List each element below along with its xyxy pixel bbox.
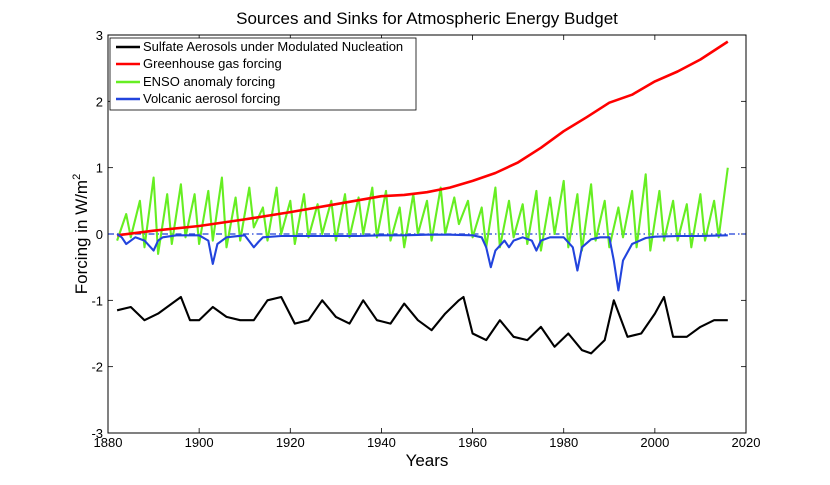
plot-frame [107, 34, 747, 434]
legend-label-ghg: Greenhouse gas forcing [143, 56, 282, 71]
x-tick-label: 1980 [549, 435, 578, 450]
enso-anomaly-series [116, 167, 729, 255]
y-tick-label: -2 [91, 360, 103, 375]
x-tick-label: 1960 [458, 435, 487, 450]
y-tick-label: 1 [96, 161, 103, 176]
chart-title: Sources and Sinks for Atmospheric Energy… [236, 9, 618, 28]
x-tick-label: 2020 [732, 435, 761, 450]
y-tick-label: 3 [96, 28, 103, 43]
greenhouse-gas-series [116, 40, 729, 237]
x-tick-label: 1920 [276, 435, 305, 450]
legend-label-sulfate: Sulfate Aerosols under Modulated Nucleat… [143, 39, 403, 54]
x-tick-label: 1900 [185, 435, 214, 450]
y-tick-label: 2 [96, 94, 103, 109]
y-axis-label-main: Forcing in W/m [72, 180, 91, 294]
legend: Sulfate Aerosols under Modulated Nucleat… [109, 37, 417, 111]
x-axis-label: Years [406, 451, 449, 470]
legend-box [109, 37, 417, 111]
x-tick-label: 2000 [640, 435, 669, 450]
x-tick-label: 1940 [367, 435, 396, 450]
x-tick-label: 1880 [94, 435, 123, 450]
legend-label-enso: ENSO anomaly forcing [143, 74, 275, 89]
y-tick-label: -3 [91, 426, 103, 441]
y-tick-label: 0 [96, 227, 103, 242]
volcanic-aerosol-series [116, 233, 728, 292]
y-tick-label: -1 [91, 293, 103, 308]
sulfate-aerosol-series [116, 295, 728, 355]
y-axis-label: Forcing in W/m2 [71, 174, 91, 294]
y-axis-label-sup: 2 [71, 174, 83, 180]
legend-label-volcanic: Volcanic aerosol forcing [143, 91, 280, 106]
